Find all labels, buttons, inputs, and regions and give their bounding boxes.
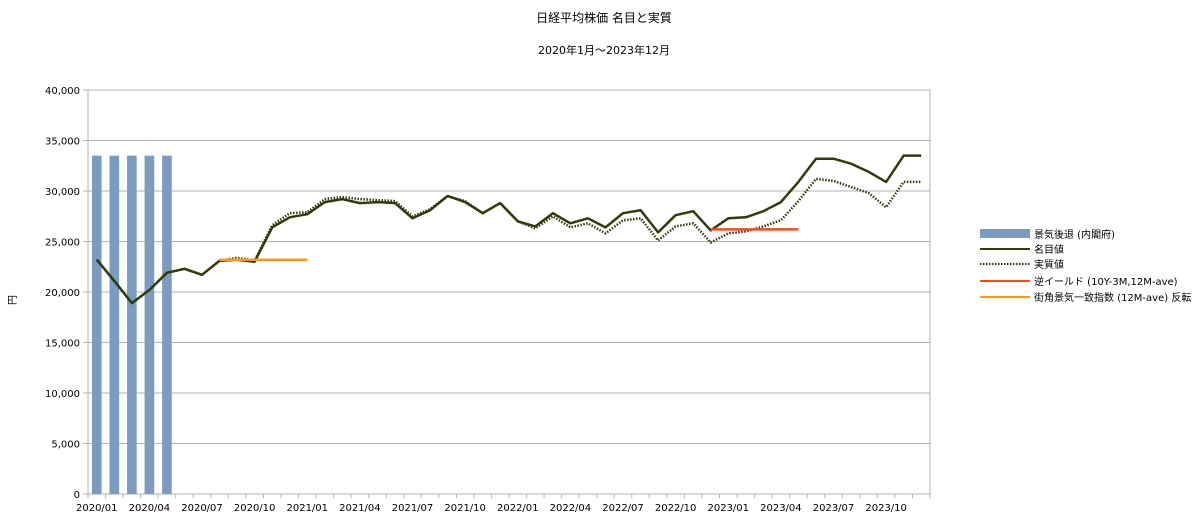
recession-bar bbox=[162, 155, 172, 494]
recession-bar bbox=[91, 155, 102, 494]
x-tick-label: 2020/01 bbox=[76, 503, 118, 514]
legend-label: 景気後退 (内閣府) bbox=[1034, 228, 1115, 241]
x-tick-label: 2023/07 bbox=[813, 503, 855, 514]
recession-bar bbox=[127, 155, 137, 494]
legend-label: 逆イールド (10Y-3M,12M-ave) bbox=[1034, 275, 1178, 288]
x-tick-label: 2021/04 bbox=[339, 503, 381, 514]
legend-label: 名目値 bbox=[1034, 243, 1064, 256]
recession-bar bbox=[144, 155, 155, 494]
recession-bars bbox=[91, 155, 172, 494]
x-tick-label: 2020/07 bbox=[181, 503, 223, 514]
y-tick-label: 25,000 bbox=[45, 238, 80, 249]
x-tick-label: 2020/10 bbox=[234, 503, 276, 514]
y-tick-label: 10,000 bbox=[45, 389, 80, 400]
y-tick-label: 40,000 bbox=[45, 86, 80, 97]
y-tick-label: 30,000 bbox=[45, 187, 80, 198]
y-tick-label: 15,000 bbox=[45, 339, 80, 350]
x-tick-label: 2022/07 bbox=[602, 503, 644, 514]
x-tick-label: 2022/04 bbox=[550, 503, 592, 514]
y-tick-label: 0 bbox=[74, 490, 80, 501]
x-tick-label: 2022/10 bbox=[655, 503, 697, 514]
y-tick-label: 5,000 bbox=[51, 440, 80, 451]
chart-title: 日経平均株価 名目と実質 bbox=[536, 10, 672, 25]
legend-label: 実質値 bbox=[1034, 258, 1064, 271]
y-tick-label: 35,000 bbox=[45, 137, 80, 148]
recession-bar bbox=[109, 155, 120, 494]
y-tick-label: 20,000 bbox=[45, 288, 80, 299]
x-axis-ticks: 2020/01 2020/04 2020/07 2020/10 2021/01 2021/… bbox=[76, 494, 931, 514]
x-tick-label: 2023/04 bbox=[760, 503, 802, 514]
chart-subtitle: 2020年1月～2023年12月 bbox=[538, 43, 670, 57]
x-tick-label: 2021/10 bbox=[444, 503, 486, 514]
x-tick-label: 2022/01 bbox=[497, 503, 539, 514]
y-axis-label: 円 bbox=[8, 295, 19, 305]
y-axis-ticks: 0 5,000 10,000 15,000 20,000 25,000 30,000 35,0… bbox=[45, 86, 88, 501]
legend-label: 街角景気一致指数 (12M-ave) 反転 bbox=[1034, 291, 1191, 304]
series-lines bbox=[95, 154, 922, 305]
x-tick-label: 2023/01 bbox=[707, 503, 749, 514]
x-tick-label: 2020/04 bbox=[129, 503, 171, 514]
x-tick-label: 2023/10 bbox=[865, 503, 907, 514]
legend-swatch bbox=[980, 229, 1030, 238]
x-tick-label: 2021/01 bbox=[286, 503, 328, 514]
x-tick-label: 2021/07 bbox=[392, 503, 434, 514]
